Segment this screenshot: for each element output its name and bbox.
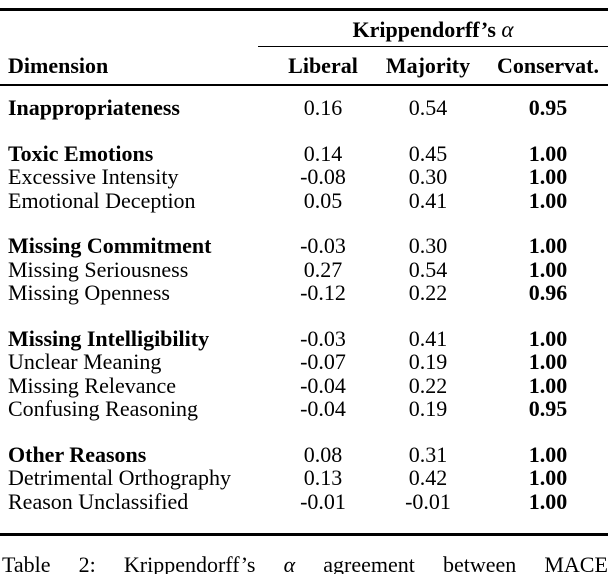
- table-row: Toxic Emotions 0.14 0.45 1.00: [0, 142, 608, 166]
- liberal-value-cell: 0.27: [303, 256, 343, 282]
- dimension-cell: Toxic Emotions: [8, 140, 154, 166]
- column-header-liberal: Liberal: [288, 53, 358, 79]
- conservative-value-cell: 1.00: [528, 465, 568, 491]
- dimension-cell: Missing Commitment: [8, 233, 212, 259]
- majority-value-cell: 0.41: [408, 187, 448, 213]
- caption-alpha-symbol: α: [283, 552, 296, 574]
- dimension-cell: Missing Relevance: [8, 372, 177, 398]
- conservative-value-cell: 0.96: [528, 280, 568, 306]
- table-row: Reason Unclassified -0.01 -0.01 1.00: [0, 490, 608, 514]
- liberal-value-cell: 0.14: [303, 140, 343, 166]
- majority-value-cell: 0.42: [408, 465, 448, 491]
- table-row: Missing Seriousness 0.27 0.54 1.00: [0, 258, 608, 282]
- majority-value-cell: 0.54: [408, 95, 448, 121]
- dimension-cell: Confusing Reasoning: [8, 396, 199, 422]
- dimension-cell: Unclear Meaning: [8, 349, 162, 375]
- table-row: Excessive Intensity -0.08 0.30 1.00: [0, 165, 608, 189]
- conservative-value-cell: 1.00: [528, 187, 568, 213]
- conservative-value-cell: 1.00: [528, 441, 568, 467]
- dimension-cell: Excessive Intensity: [8, 164, 179, 190]
- table-row: Missing Openness -0.12 0.22 0.96: [0, 281, 608, 305]
- dimension-cell: Missing Seriousness: [8, 256, 189, 282]
- table-row: Emotional Deception 0.05 0.41 1.00: [0, 189, 608, 213]
- majority-value-cell: -0.01: [405, 488, 451, 514]
- table-row: Inappropriateness 0.16 0.54 0.95: [0, 96, 608, 120]
- liberal-value-cell: 0.05: [303, 187, 343, 213]
- liberal-value-cell: -0.08: [300, 164, 346, 190]
- conservative-value-cell: 1.00: [528, 488, 568, 514]
- majority-value-cell: 0.41: [408, 325, 448, 351]
- header-bottom-rule: [0, 84, 608, 87]
- conservative-value-cell: 1.00: [528, 256, 568, 282]
- majority-value-cell: 0.31: [408, 441, 448, 467]
- table-bottom-rule: [0, 533, 608, 537]
- majority-value-cell: 0.30: [408, 233, 448, 259]
- table-caption: Table 2: Krippendorff’s α agreement betw…: [0, 553, 608, 574]
- table-row: Other Reasons 0.08 0.31 1.00: [0, 443, 608, 467]
- caption-word: Krippendorff’s: [123, 552, 256, 574]
- majority-value-cell: 0.22: [408, 372, 448, 398]
- majority-value-cell: 0.19: [408, 396, 448, 422]
- table-row: Detrimental Orthography 0.13 0.42 1.00: [0, 466, 608, 490]
- dimension-cell: Reason Unclassified: [8, 488, 189, 514]
- column-header-dimension: Dimension: [8, 53, 109, 79]
- majority-value-cell: 0.30: [408, 164, 448, 190]
- table-row: Unclear Meaning -0.07 0.19 1.00: [0, 350, 608, 374]
- dimension-cell: Missing Intelligibility: [8, 325, 210, 351]
- liberal-value-cell: -0.01: [300, 488, 346, 514]
- liberal-value-cell: -0.07: [300, 349, 346, 375]
- majority-value-cell: 0.19: [408, 349, 448, 375]
- table-row: Missing Relevance -0.04 0.22 1.00: [0, 374, 608, 398]
- majority-value-cell: 0.54: [408, 256, 448, 282]
- liberal-value-cell: -0.04: [300, 372, 346, 398]
- conservative-value-cell: 1.00: [528, 325, 568, 351]
- liberal-value-cell: -0.03: [300, 233, 346, 259]
- liberal-value-cell: -0.04: [300, 396, 346, 422]
- liberal-value-cell: 0.16: [303, 95, 343, 121]
- caption-word: between: [442, 552, 517, 574]
- span-header-krippendorffs-alpha: Krippendorff’s α: [258, 14, 608, 46]
- conservative-value-cell: 1.00: [528, 372, 568, 398]
- conservative-value-cell: 0.95: [528, 95, 568, 121]
- caption-word: Table: [2, 552, 51, 574]
- caption-word: MACE: [544, 552, 608, 574]
- liberal-value-cell: 0.13: [303, 465, 343, 491]
- liberal-value-cell: -0.12: [300, 280, 346, 306]
- caption-word: agreement: [323, 552, 415, 574]
- span-header-title: Krippendorff’s: [352, 17, 496, 42]
- liberal-value-cell: -0.03: [300, 325, 346, 351]
- conservative-value-cell: 0.95: [528, 396, 568, 422]
- dimension-cell: Inappropriateness: [8, 95, 180, 121]
- majority-value-cell: 0.45: [408, 140, 448, 166]
- conservative-value-cell: 1.00: [528, 140, 568, 166]
- table-row: Missing Commitment -0.03 0.30 1.00: [0, 234, 608, 258]
- liberal-value-cell: 0.08: [303, 441, 343, 467]
- dimension-cell: Emotional Deception: [8, 187, 196, 213]
- column-header-row: Dimension Liberal Majority Conservat.: [0, 47, 608, 84]
- table-top-rule: [0, 8, 608, 11]
- column-header-conservative: Conservat.: [496, 53, 600, 79]
- table-body: Inappropriateness 0.16 0.54 0.95 Toxic E…: [0, 96, 608, 513]
- majority-value-cell: 0.22: [408, 280, 448, 306]
- conservative-value-cell: 1.00: [528, 164, 568, 190]
- dimension-cell: Other Reasons: [8, 441, 147, 467]
- column-header-majority: Majority: [385, 53, 471, 79]
- dimension-cell: Detrimental Orthography: [8, 465, 231, 491]
- table-row: Missing Intelligibility -0.03 0.41 1.00: [0, 327, 608, 351]
- conservative-value-cell: 1.00: [528, 349, 568, 375]
- caption-word: 2:: [78, 552, 96, 574]
- span-header-underline-rule: [258, 46, 608, 48]
- dimension-cell: Missing Openness: [8, 280, 170, 306]
- table-row: Confusing Reasoning -0.04 0.19 0.95: [0, 397, 608, 421]
- conservative-value-cell: 1.00: [528, 233, 568, 259]
- alpha-symbol: α: [501, 17, 514, 42]
